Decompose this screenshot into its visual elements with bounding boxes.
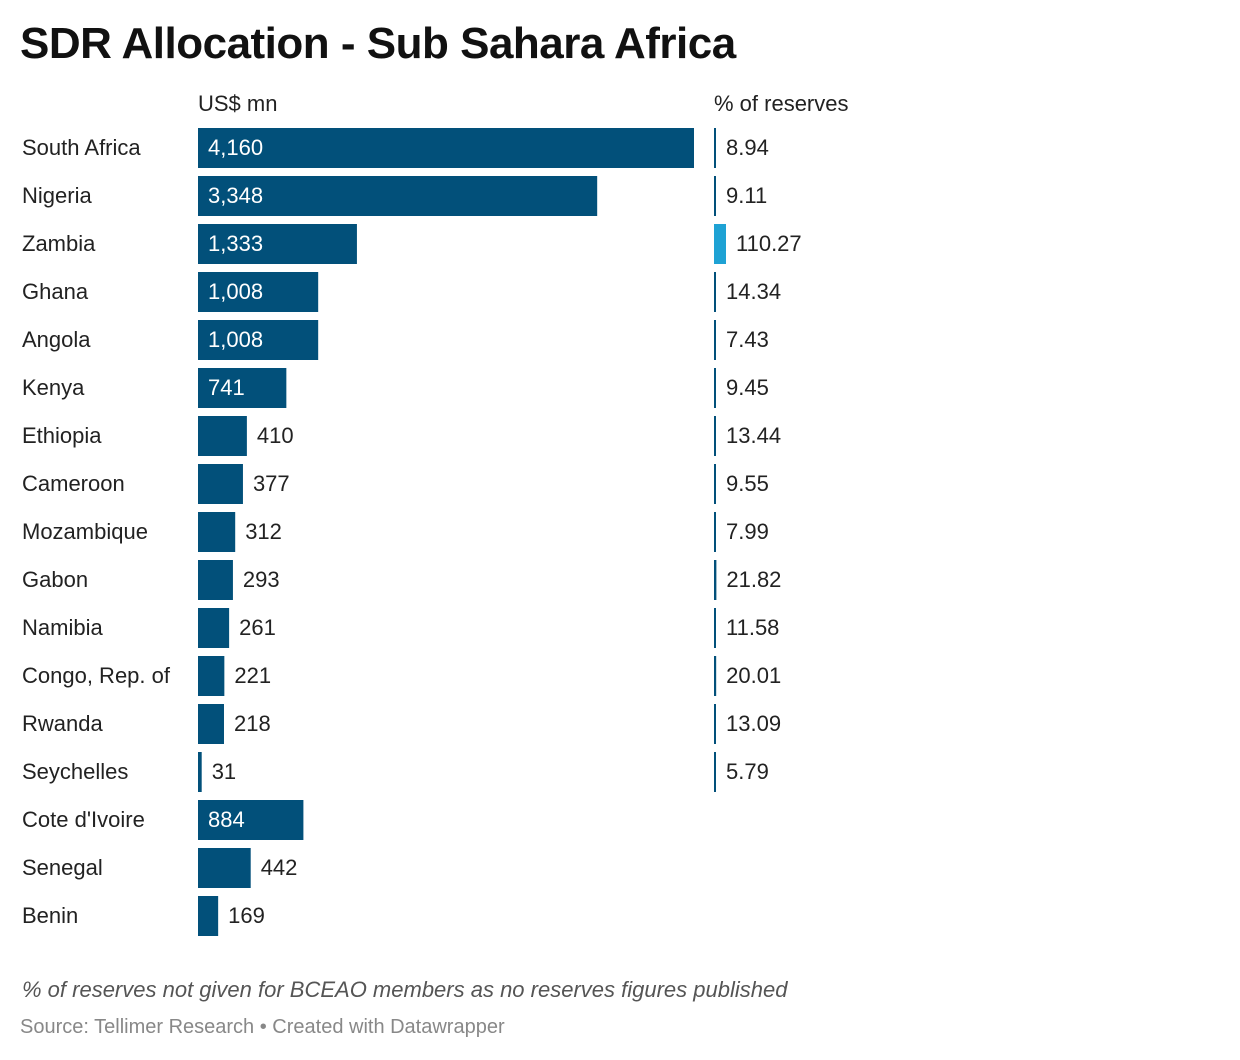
chart-note: % of reserves not given for BCEAO member… [22, 977, 788, 1002]
reserves-label: 11.58 [726, 615, 779, 640]
category-label: Benin [22, 903, 78, 928]
chart-title: SDR Allocation - Sub Sahara Africa [20, 19, 736, 68]
value-bar [198, 128, 694, 168]
category-label: Kenya [22, 375, 85, 400]
value-label: 221 [234, 663, 271, 688]
value-bar [198, 704, 224, 744]
value-bar [198, 320, 319, 360]
reserves-bar [714, 224, 726, 264]
value-label: 4,160 [208, 135, 263, 160]
value-label: 261 [239, 615, 276, 640]
reserves-bar [714, 176, 716, 216]
value-label: 218 [234, 711, 271, 736]
reserves-label: 9.55 [726, 471, 769, 496]
value-bar [198, 368, 287, 408]
reserves-bar [714, 608, 716, 648]
reserves-label: 8.94 [726, 135, 769, 160]
category-label: Ethiopia [22, 423, 102, 448]
reserves-bar [714, 512, 716, 552]
category-label: Zambia [22, 231, 96, 256]
reserves-label: 9.11 [726, 183, 767, 208]
reserves-bar [714, 272, 716, 312]
value-label: 293 [243, 567, 280, 592]
reserves-bar [714, 128, 716, 168]
reserves-bar [714, 656, 717, 696]
category-label: Seychelles [22, 759, 128, 784]
category-label: Angola [22, 327, 91, 352]
category-label: Congo, Rep. of [22, 663, 171, 688]
value-bar [198, 224, 357, 264]
value-bar [198, 752, 202, 792]
category-label: Senegal [22, 855, 103, 880]
value-bar [198, 656, 225, 696]
source-credit: Source: Tellimer Research • Created with… [20, 1016, 505, 1038]
values-column-header: US$ mn [198, 91, 278, 116]
reserves-label: 14.34 [726, 279, 781, 304]
reserves-bar [714, 416, 716, 456]
category-label: Mozambique [22, 519, 148, 544]
value-label: 169 [228, 903, 265, 928]
reserves-label: 7.43 [726, 327, 769, 352]
value-label: 31 [212, 759, 236, 784]
value-label: 312 [245, 519, 282, 544]
value-label: 442 [261, 855, 298, 880]
value-bar [198, 176, 598, 216]
reserves-label: 13.09 [726, 711, 781, 736]
category-label: Nigeria [22, 183, 92, 208]
value-bar [198, 800, 304, 840]
category-label: Cameroon [22, 471, 125, 496]
category-label: Rwanda [22, 711, 103, 736]
reserves-label: 20.01 [726, 663, 781, 688]
value-bar [198, 896, 219, 936]
reserves-label: 7.99 [726, 519, 769, 544]
value-bar [198, 272, 319, 312]
value-bar [198, 416, 247, 456]
category-label: South Africa [22, 135, 141, 160]
reserves-column-header: % of reserves [714, 91, 849, 116]
reserves-label: 21.82 [726, 567, 781, 592]
reserves-bar [714, 368, 716, 408]
category-label: Gabon [22, 567, 88, 592]
category-label: Namibia [22, 615, 103, 640]
value-label: 884 [208, 807, 245, 832]
value-bar [198, 512, 236, 552]
value-label: 1,008 [208, 327, 263, 352]
category-label: Ghana [22, 279, 89, 304]
value-label: 410 [257, 423, 294, 448]
reserves-label: 110.27 [736, 231, 802, 256]
value-bar [198, 608, 230, 648]
reserves-label: 9.45 [726, 375, 769, 400]
value-label: 741 [208, 375, 245, 400]
bar-chart: South Africa 4,160 8.94 Nigeria 3,348 9.11 Zam… [22, 128, 802, 936]
reserves-bar [714, 704, 716, 744]
value-label: 377 [253, 471, 290, 496]
value-label: 3,348 [208, 183, 263, 208]
value-bar [198, 464, 243, 504]
reserves-bar [714, 752, 716, 792]
reserves-bar [714, 464, 716, 504]
reserves-bar [714, 320, 716, 360]
value-label: 1,333 [208, 231, 263, 256]
reserves-label: 5.79 [726, 759, 769, 784]
value-bar [198, 848, 251, 888]
category-label: Cote d'Ivoire [22, 807, 145, 832]
value-label: 1,008 [208, 279, 263, 304]
reserves-label: 13.44 [726, 423, 781, 448]
value-bar [198, 560, 233, 600]
reserves-bar [714, 560, 717, 600]
